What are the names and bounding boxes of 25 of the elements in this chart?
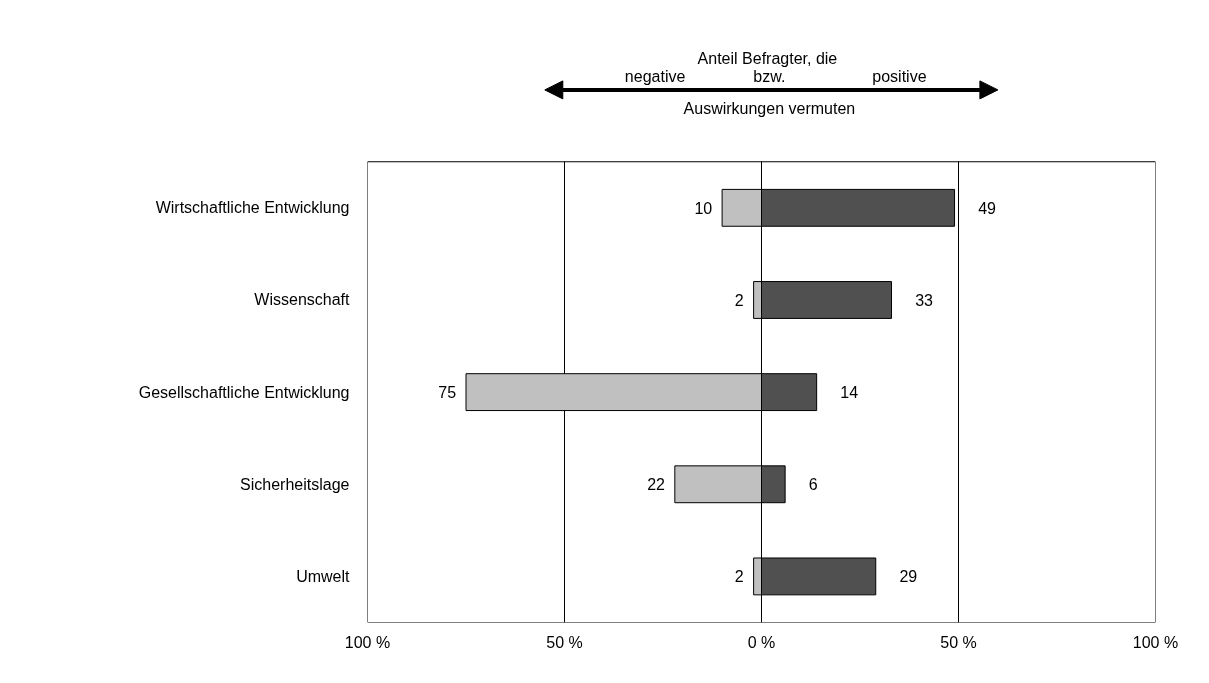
data-label: 49 xyxy=(978,199,997,217)
data-label: 10 xyxy=(694,199,713,217)
x-tick-label: 0 % xyxy=(747,633,776,651)
text: Auswirkungen vermuten xyxy=(683,99,856,117)
data-label: 75 xyxy=(438,384,457,402)
text: negative xyxy=(624,68,686,86)
data-label: 2 xyxy=(734,568,744,586)
data-label: 6 xyxy=(808,476,818,494)
y-tick-label: Gesellschaftliche Entwicklung xyxy=(138,383,350,401)
text: bzw. xyxy=(753,68,786,86)
x-tick-label: 100 % xyxy=(344,633,391,651)
y-tick-label: Wirtschaftliche Entwicklung xyxy=(155,199,350,217)
text: Anteil Befragter, die xyxy=(697,50,838,68)
data-label: 22 xyxy=(647,476,666,494)
data-label: 33 xyxy=(915,291,934,309)
x-tick-label: 50 % xyxy=(940,633,977,651)
x-tick-label: 100 % xyxy=(1132,633,1179,651)
data-label: 29 xyxy=(899,568,918,586)
data-label: 2 xyxy=(734,291,744,309)
y-tick-label: Wissenschaft xyxy=(254,291,351,309)
x-tick-label: 50 % xyxy=(546,633,583,651)
y-tick-label: Sicherheitslage xyxy=(240,475,350,493)
data-label: 14 xyxy=(840,384,859,402)
y-tick-label: Umwelt xyxy=(296,567,351,585)
text: positive xyxy=(872,68,927,86)
